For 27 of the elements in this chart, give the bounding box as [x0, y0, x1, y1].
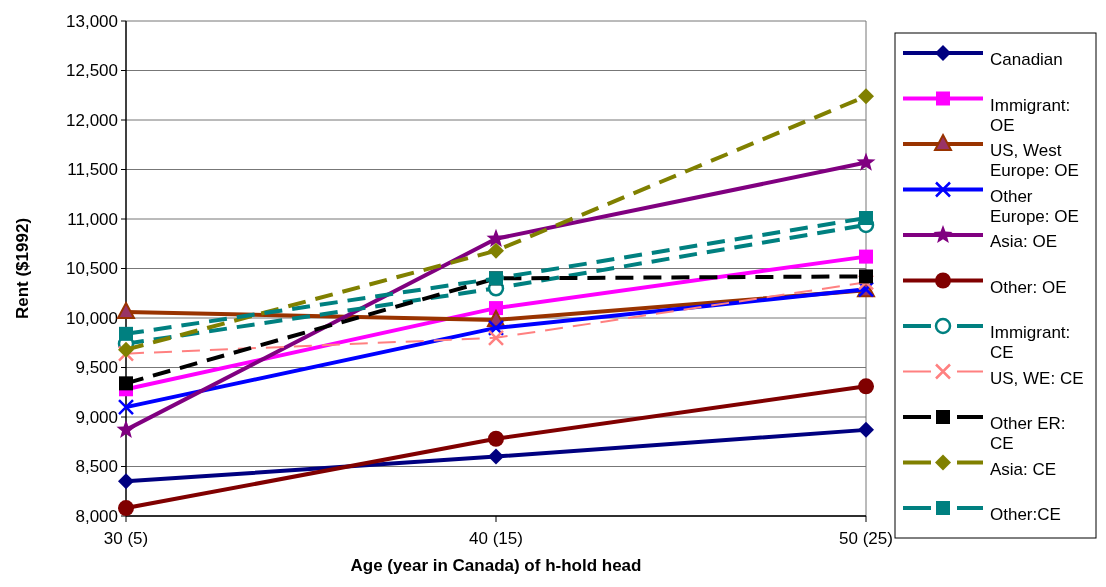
y-axis-title: Rent ($1992) [13, 217, 32, 320]
legend-label: Canadian [990, 50, 1063, 69]
y-tick-label: 10,000 [66, 308, 118, 328]
y-tick-label: 12,500 [66, 61, 118, 81]
legend-label: Asia: CE [990, 459, 1057, 479]
legend-label: Asia: OE [990, 232, 1058, 251]
x-tick-label: 40 (15) [469, 529, 523, 548]
y-tick-label: 9,000 [75, 407, 118, 427]
y-tick-label: 8,500 [75, 457, 118, 477]
legend-label: Immigrant: OE [990, 95, 1071, 135]
x-tick-label: 30 (5) [103, 529, 149, 548]
x-axis-title: Age (year in Canada) of h-hold head [350, 556, 642, 575]
y-tick-label: 10,500 [66, 259, 118, 279]
y-tick-label: 9,500 [75, 358, 118, 378]
legend-label: Other:CE [990, 505, 1061, 524]
legend-label: Immigrant: CE [990, 323, 1071, 362]
y-tick-label: 11,000 [67, 209, 118, 229]
legend-label: US, WE: CE [990, 368, 1084, 388]
legend-label: Other: OE [990, 277, 1067, 297]
x-tick-label: 50 (25) [839, 529, 893, 548]
y-tick-label: 11,500 [67, 160, 118, 180]
legend-label: Other Europe: OE [990, 186, 1079, 226]
legend-label: US, West Europe: OE [990, 141, 1079, 180]
legend-label: Other ER: CE [990, 414, 1066, 453]
y-tick-label: 12,000 [66, 110, 118, 130]
y-tick-label: 13,000 [66, 11, 118, 31]
y-tick-label: 8,000 [75, 506, 118, 526]
